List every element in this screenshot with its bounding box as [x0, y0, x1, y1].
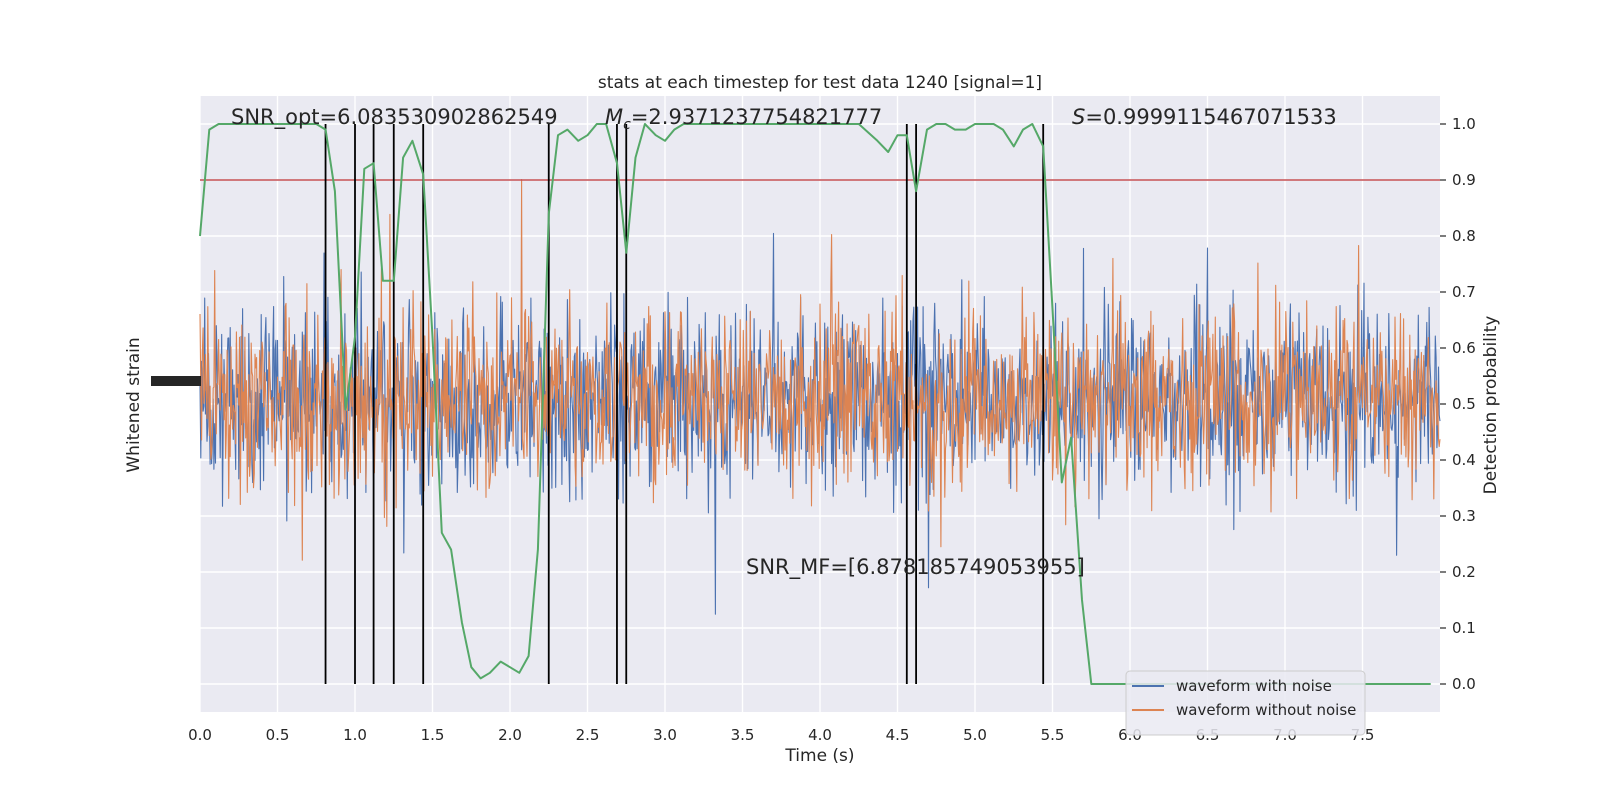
- strain-series: [199, 179, 1441, 615]
- left-axis-label: Whitened strain: [124, 337, 144, 472]
- x-tick-label: 1.5: [421, 726, 445, 744]
- y-tick-label: 0.2: [1452, 563, 1476, 581]
- x-tick-label: 4.5: [886, 726, 910, 744]
- legend: waveform with noise waveform without noi…: [1125, 670, 1366, 736]
- x-axis-label: Time (s): [784, 746, 854, 766]
- strain-without-noise: [199, 179, 1441, 561]
- probability-series: [199, 123, 1431, 685]
- chirp-mass-subscript: c: [623, 117, 631, 133]
- y-tick-label: 1.0: [1452, 115, 1476, 133]
- y-tick-label: 0.9: [1452, 171, 1476, 189]
- detection-stat-symbol: S: [1072, 105, 1085, 129]
- y-tick-label: 0.7: [1452, 283, 1476, 301]
- detection-probability-line: [199, 123, 1431, 685]
- legend-label-with-noise: waveform with noise: [1176, 677, 1332, 695]
- x-tick-label: 5.5: [1041, 726, 1065, 744]
- x-tick-label: 5.0: [963, 726, 987, 744]
- y-tick-label: 0.8: [1452, 227, 1476, 245]
- y-tick-label: 0.6: [1452, 339, 1476, 357]
- right-axis-label: Detection probability: [1481, 316, 1501, 495]
- x-tick-label: 4.0: [808, 726, 832, 744]
- chirp-mass-annotation: Mc=2.9371237754821777: [605, 105, 882, 133]
- snr-mf-annotation: SNR_MF=[6.878185749053955]: [746, 555, 1085, 580]
- chart-title: stats at each timestep for test data 124…: [598, 73, 1042, 93]
- legend-label-without-noise: waveform without noise: [1176, 701, 1356, 719]
- chirp-mass-symbol: M: [605, 105, 623, 129]
- detection-stat-value: =0.9999115467071533: [1085, 105, 1336, 129]
- y-tick-label: 0.3: [1452, 507, 1476, 525]
- x-tick-label: 2.5: [576, 726, 600, 744]
- chirp-mass-value: =2.9371237754821777: [631, 105, 882, 129]
- vertical-markers: [324, 124, 1045, 684]
- y-tick-label: 0.4: [1452, 451, 1476, 469]
- x-tick-label: 1.0: [343, 726, 367, 744]
- x-tick-label: 0.0: [188, 726, 212, 744]
- x-tick-label: 3.0: [653, 726, 677, 744]
- y-tick-label: 0.5: [1452, 395, 1476, 413]
- detection-stat-annotation: S=0.9999115467071533: [1072, 105, 1337, 129]
- x-tick-label: 2.0: [498, 726, 522, 744]
- legend-box: [1125, 670, 1366, 736]
- y-tick-label: 0.0: [1452, 675, 1476, 693]
- left-axis-ticks-overlap: [151, 376, 201, 386]
- y-axis-ticks-right: 0.0 0.1 0.2 0.3 0.4 0.5 0.6 0.7 0.8 0.9 1.0: [1440, 115, 1476, 693]
- y-tick-label: 0.1: [1452, 619, 1476, 637]
- snr-opt-annotation: SNR_opt=6.083530902862549: [231, 105, 558, 130]
- x-tick-label: 0.5: [266, 726, 290, 744]
- x-tick-label: 3.5: [731, 726, 755, 744]
